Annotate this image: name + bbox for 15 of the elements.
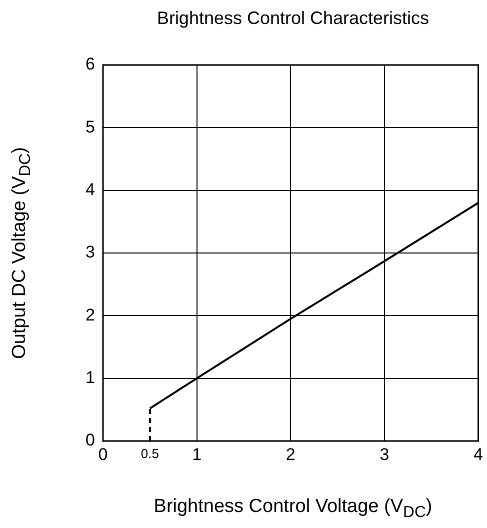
x-tick-label: 2 [286, 444, 296, 464]
y-tick-label: 2 [86, 305, 95, 324]
chart-title: Brightness Control Characteristics [156, 8, 430, 29]
x-tick-label: 0 [98, 444, 108, 464]
y-tick-label: 6 [86, 54, 95, 74]
y-tick-label: 3 [86, 242, 95, 262]
x-tick-label: 3 [380, 444, 390, 464]
annotation: 0.5 [140, 446, 159, 462]
x-axis-title: Brightness Control Voltage (V$_{DC}$) [152, 496, 434, 522]
y-tick-label: 4 [86, 180, 95, 200]
x-tick-label: 4 [474, 444, 484, 464]
y-tick-label: 1 [86, 368, 95, 388]
y-tick-label: 0 [86, 430, 95, 450]
y-tick-label: 5 [86, 117, 95, 136]
x-tick-label: 1 [192, 444, 202, 464]
